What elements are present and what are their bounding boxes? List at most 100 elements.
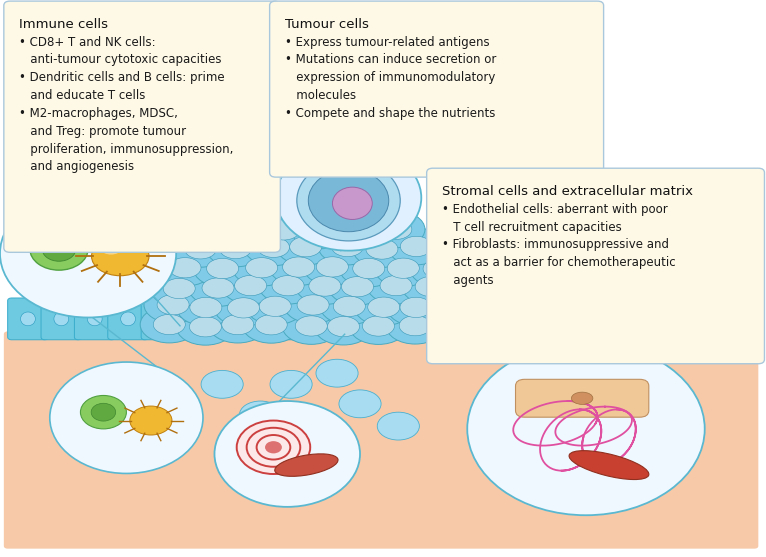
Ellipse shape [401, 236, 432, 257]
Text: Stromal cells and extracellular matrix: Stromal cells and extracellular matrix [442, 185, 693, 198]
Text: and educate T cells: and educate T cells [19, 89, 146, 102]
Ellipse shape [255, 315, 287, 335]
Ellipse shape [353, 231, 411, 267]
Ellipse shape [437, 315, 470, 335]
Text: Tumour cells: Tumour cells [285, 18, 368, 31]
Text: • Express tumour-related antigens: • Express tumour-related antigens [285, 36, 489, 48]
Ellipse shape [286, 177, 344, 213]
Ellipse shape [163, 278, 195, 299]
Ellipse shape [169, 258, 201, 278]
Ellipse shape [327, 175, 385, 212]
Circle shape [50, 362, 203, 473]
Ellipse shape [189, 270, 247, 306]
FancyBboxPatch shape [4, 1, 280, 252]
FancyBboxPatch shape [308, 298, 349, 340]
Ellipse shape [316, 257, 349, 277]
Circle shape [214, 401, 360, 507]
Ellipse shape [121, 312, 136, 326]
Text: • Endothelial cells: aberrant with poor: • Endothelial cells: aberrant with poor [442, 203, 668, 216]
Ellipse shape [259, 157, 291, 177]
Ellipse shape [150, 270, 208, 307]
Ellipse shape [339, 390, 381, 418]
Ellipse shape [257, 237, 290, 257]
Ellipse shape [314, 308, 372, 345]
Ellipse shape [255, 212, 313, 248]
FancyBboxPatch shape [342, 298, 382, 340]
Ellipse shape [308, 423, 351, 451]
Ellipse shape [295, 316, 327, 336]
Ellipse shape [239, 401, 282, 429]
Ellipse shape [192, 192, 250, 229]
Ellipse shape [555, 312, 569, 326]
Ellipse shape [688, 312, 703, 326]
Ellipse shape [246, 258, 277, 278]
Ellipse shape [284, 149, 342, 186]
Circle shape [91, 403, 116, 421]
Ellipse shape [367, 267, 425, 304]
Ellipse shape [332, 187, 372, 219]
Circle shape [42, 237, 76, 261]
Ellipse shape [521, 312, 536, 326]
Ellipse shape [234, 276, 267, 296]
Ellipse shape [54, 312, 69, 326]
Ellipse shape [722, 312, 736, 326]
Ellipse shape [153, 314, 185, 335]
Ellipse shape [208, 306, 267, 343]
Ellipse shape [345, 193, 404, 230]
Ellipse shape [388, 258, 419, 278]
Ellipse shape [214, 290, 273, 326]
Ellipse shape [130, 406, 172, 435]
Ellipse shape [621, 312, 636, 326]
Ellipse shape [339, 218, 372, 238]
Text: molecules: molecules [285, 89, 356, 102]
Ellipse shape [248, 176, 306, 213]
Text: expression of immunomodulatory: expression of immunomodulatory [285, 71, 496, 84]
Ellipse shape [427, 289, 485, 326]
Ellipse shape [205, 201, 237, 221]
Ellipse shape [264, 162, 322, 198]
Ellipse shape [303, 248, 362, 285]
Ellipse shape [246, 149, 304, 185]
FancyBboxPatch shape [642, 298, 683, 340]
Text: and angiogenesis: and angiogenesis [19, 160, 134, 173]
Ellipse shape [259, 267, 317, 304]
Ellipse shape [272, 276, 304, 296]
Ellipse shape [228, 298, 260, 318]
Ellipse shape [569, 451, 649, 480]
FancyBboxPatch shape [208, 298, 248, 340]
FancyBboxPatch shape [475, 298, 516, 340]
Ellipse shape [316, 359, 358, 387]
Ellipse shape [101, 245, 121, 255]
Ellipse shape [349, 307, 408, 344]
Ellipse shape [21, 312, 35, 326]
Ellipse shape [324, 201, 356, 221]
Ellipse shape [380, 276, 412, 296]
Circle shape [247, 428, 300, 467]
FancyBboxPatch shape [608, 298, 649, 340]
Ellipse shape [241, 202, 273, 222]
Ellipse shape [242, 306, 300, 343]
Ellipse shape [440, 297, 471, 317]
Ellipse shape [190, 297, 222, 317]
Ellipse shape [326, 210, 385, 247]
Ellipse shape [270, 370, 313, 398]
Ellipse shape [377, 412, 420, 440]
Ellipse shape [296, 268, 354, 305]
FancyBboxPatch shape [270, 1, 604, 177]
Ellipse shape [225, 161, 283, 198]
Ellipse shape [244, 229, 303, 266]
FancyBboxPatch shape [427, 168, 764, 364]
FancyBboxPatch shape [709, 298, 749, 340]
Ellipse shape [87, 312, 102, 326]
Ellipse shape [155, 250, 214, 286]
Ellipse shape [402, 268, 460, 305]
Ellipse shape [366, 239, 398, 259]
Ellipse shape [387, 289, 445, 326]
Ellipse shape [219, 238, 251, 258]
FancyBboxPatch shape [141, 298, 182, 340]
Ellipse shape [375, 250, 433, 287]
Ellipse shape [144, 286, 202, 323]
Ellipse shape [342, 277, 374, 297]
Ellipse shape [415, 276, 447, 297]
Ellipse shape [424, 306, 483, 343]
